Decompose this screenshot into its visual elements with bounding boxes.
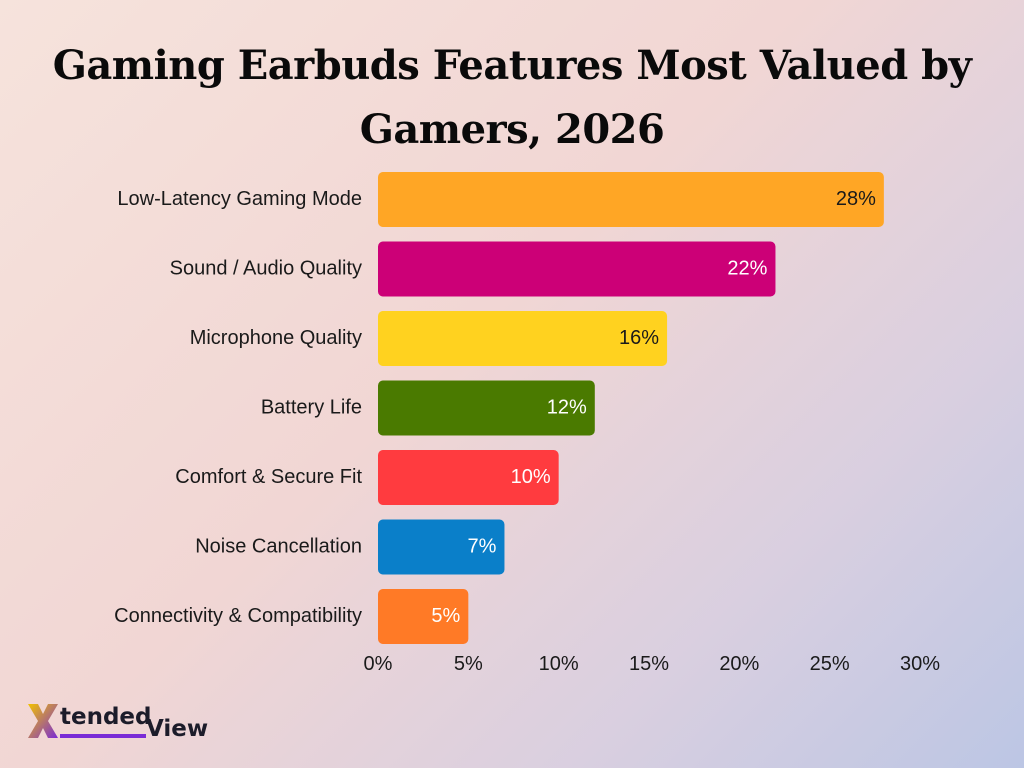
x-tick-label: 5% — [454, 653, 483, 675]
bar — [378, 311, 668, 366]
bar — [378, 450, 559, 505]
category-label: Noise Cancellation — [195, 535, 362, 557]
brand-x-icon — [28, 704, 58, 738]
bar — [378, 589, 469, 644]
data-label: 12% — [547, 396, 587, 418]
category-label: Microphone Quality — [190, 327, 362, 349]
data-label: 10% — [511, 466, 551, 488]
category-label: Comfort & Secure Fit — [175, 466, 362, 488]
category-label: Low-Latency Gaming Mode — [117, 188, 362, 210]
data-label: 5% — [431, 605, 460, 627]
bar — [378, 172, 884, 227]
data-label: 16% — [619, 327, 659, 349]
bar — [378, 380, 595, 436]
x-tick-label: 30% — [900, 653, 940, 675]
data-label: 28% — [836, 188, 876, 210]
brand-word-tended: tended — [60, 704, 152, 730]
bar — [378, 519, 505, 575]
brand-underline — [60, 734, 146, 738]
data-label: 7% — [468, 535, 497, 557]
bar-chart: Low-Latency Gaming Mode 28% Sound / Audio … — [114, 172, 940, 675]
x-tick-label: 15% — [629, 653, 669, 675]
brand-logo: tended View — [26, 700, 226, 746]
x-tick-label: 25% — [810, 653, 850, 675]
x-tick-label: 0% — [364, 653, 393, 675]
brand-word-view: View — [146, 716, 209, 742]
category-label: Connectivity & Compatibility — [114, 605, 362, 627]
x-tick-label: 20% — [719, 653, 759, 675]
bar — [378, 241, 776, 297]
category-label: Sound / Audio Quality — [170, 257, 362, 279]
data-label: 22% — [727, 257, 767, 279]
x-tick-label: 10% — [539, 653, 579, 675]
category-label: Battery Life — [261, 396, 362, 418]
chart-title: Gaming Earbuds Features Most Valued by G… — [52, 42, 972, 153]
